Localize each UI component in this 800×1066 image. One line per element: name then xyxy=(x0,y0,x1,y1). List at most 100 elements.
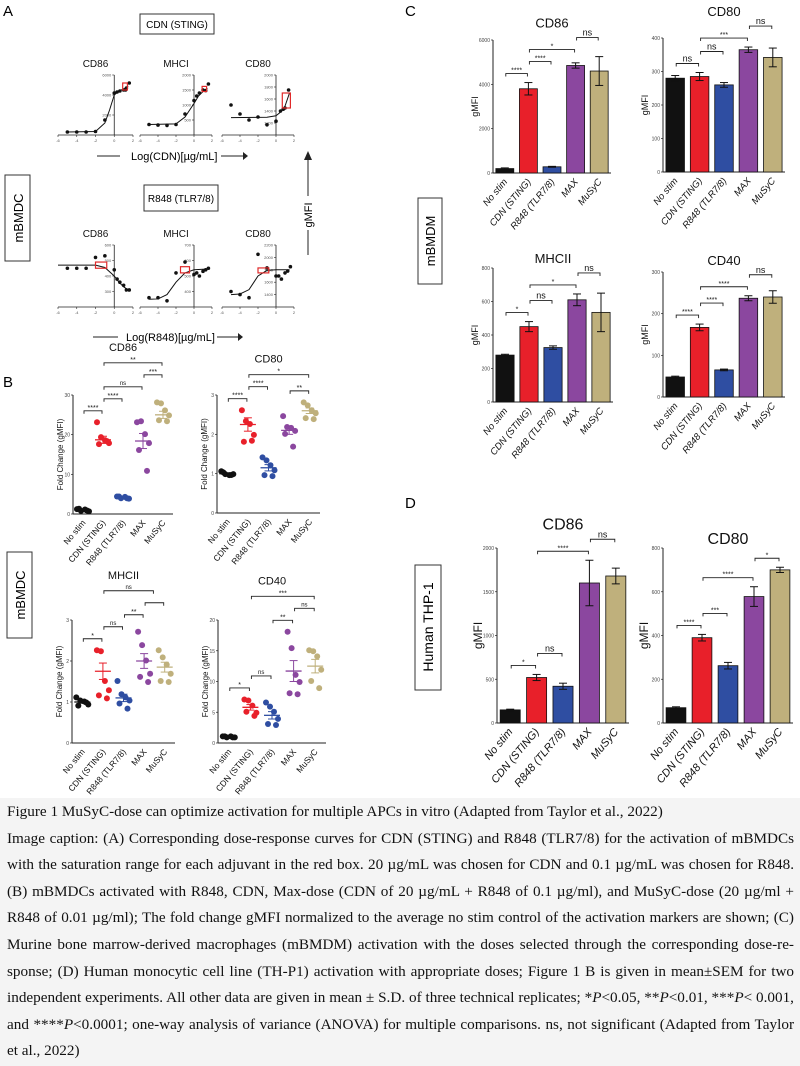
significance-bracket: *** xyxy=(143,369,163,378)
significance-bracket: **** xyxy=(537,545,589,555)
data-point xyxy=(135,628,142,635)
y-tick-label: 0 xyxy=(491,721,494,727)
x-tick-label: -6 xyxy=(138,310,142,315)
bar-musyc xyxy=(605,575,627,724)
significance-bracket: **** xyxy=(103,393,123,402)
bar-musyc xyxy=(763,296,783,398)
x-tick-label: -2 xyxy=(256,138,260,143)
caption-text: <0.0001; one-way analysis of variance (A… xyxy=(7,1015,795,1060)
data-point xyxy=(238,112,242,116)
significance-bracket: **** xyxy=(675,309,700,319)
significance-bracket: ns xyxy=(103,621,123,630)
bracket-line xyxy=(529,284,577,288)
y-axis-label: Fold Change (gMFI) xyxy=(55,645,64,717)
data-point xyxy=(127,288,132,292)
y-tick-label: 0 xyxy=(212,741,215,747)
cell-box-c: mBMDM xyxy=(417,197,443,285)
y-tick-label: 4000 xyxy=(479,82,490,88)
y-tick-label: 6000 xyxy=(479,38,490,44)
data-point xyxy=(138,418,144,425)
y-tick-label: 600 xyxy=(184,258,191,263)
data-point xyxy=(280,413,287,420)
chart-title: CD80 xyxy=(708,531,749,548)
data-point xyxy=(127,81,132,85)
data-point xyxy=(167,670,174,677)
data-point xyxy=(194,94,199,98)
figure-panels: A B C D CDN (STING) R848 (TLR7/8) Log(CD… xyxy=(3,3,793,796)
category-label: R848 (TLR7/8) xyxy=(680,176,729,231)
y-tick-label: 4000 xyxy=(102,93,112,98)
data-point xyxy=(283,271,287,275)
x-tick-label: -2 xyxy=(174,310,178,315)
data-point xyxy=(192,272,196,277)
y-tick-label: 400 xyxy=(105,274,112,279)
significance-label: * xyxy=(277,369,280,376)
bar-max xyxy=(566,65,585,174)
data-point xyxy=(275,715,281,722)
data-point xyxy=(174,271,178,275)
cell-box-d-label: Human THP-1 xyxy=(420,582,436,671)
bracket-line xyxy=(675,314,700,319)
significance-label: ns xyxy=(301,602,307,608)
data-point xyxy=(137,673,144,680)
chart-title: CD86 xyxy=(109,342,137,354)
data-point xyxy=(65,266,70,271)
bracket-line xyxy=(754,557,780,562)
panel-label-d: D xyxy=(405,495,416,512)
y-tick-label: 2000 xyxy=(264,255,274,260)
saturation-range-box xyxy=(257,267,270,274)
data-point xyxy=(201,269,205,274)
data-point xyxy=(288,645,295,652)
data-point xyxy=(263,699,269,706)
x-tick-label: -4 xyxy=(75,310,79,315)
data-point xyxy=(265,721,271,728)
data-point xyxy=(240,438,247,445)
significance-label: **** xyxy=(253,381,264,388)
bracket-line xyxy=(248,374,310,378)
x-tick-label: -4 xyxy=(75,138,79,143)
panel-label-c: C xyxy=(405,3,416,20)
data-point xyxy=(94,419,100,426)
x-tick-label: 0 xyxy=(193,310,196,315)
data-point xyxy=(93,129,98,134)
data-point xyxy=(93,255,98,260)
significance-label: ns xyxy=(110,621,116,627)
significance-label: **** xyxy=(684,619,695,626)
chart-title: CD86 xyxy=(543,516,584,533)
data-point xyxy=(103,254,107,258)
caption-title: Figure 1 MuSyC-dose can optimize activat… xyxy=(7,803,663,820)
significance-bracket: **** xyxy=(83,405,103,414)
y-tick-label: 400 xyxy=(482,333,491,339)
significance-label: ** xyxy=(131,609,137,616)
y-tick-label: 1400 xyxy=(264,109,274,114)
bracket-line xyxy=(248,386,268,390)
chart-title: CD86 xyxy=(83,59,109,70)
chart-title: CD80 xyxy=(707,4,740,19)
significance-label: * xyxy=(238,682,241,689)
y-tick-label: 1 xyxy=(66,700,69,706)
significance-bracket: ns xyxy=(576,28,599,41)
significance-bracket: * xyxy=(510,659,537,669)
data-point xyxy=(115,90,119,94)
significance-label: ** xyxy=(130,357,136,364)
chart-title: MHCI xyxy=(163,59,189,70)
data-point xyxy=(290,443,297,450)
data-point xyxy=(248,437,255,444)
cell-box-a: mBMDC xyxy=(4,174,31,262)
y-tick-label: 0 xyxy=(66,741,69,747)
data-point xyxy=(238,292,242,297)
r848-x-axis-text: Log(R848)[µg/mL] xyxy=(126,332,215,344)
y-tick-label: 600 xyxy=(105,243,112,248)
adjuvant-box-r848-label: R848 (TLR7/8) xyxy=(148,194,214,205)
chart-title: MHCII xyxy=(535,251,572,266)
y-tick-label: 2 xyxy=(211,432,214,438)
bracket-line xyxy=(505,73,528,77)
data-point xyxy=(247,118,251,122)
data-point xyxy=(183,260,187,264)
data-point xyxy=(145,679,152,685)
y-tick-label: 600 xyxy=(482,300,491,306)
adjuvant-box-cdn-label: CDN (STING) xyxy=(146,20,208,31)
